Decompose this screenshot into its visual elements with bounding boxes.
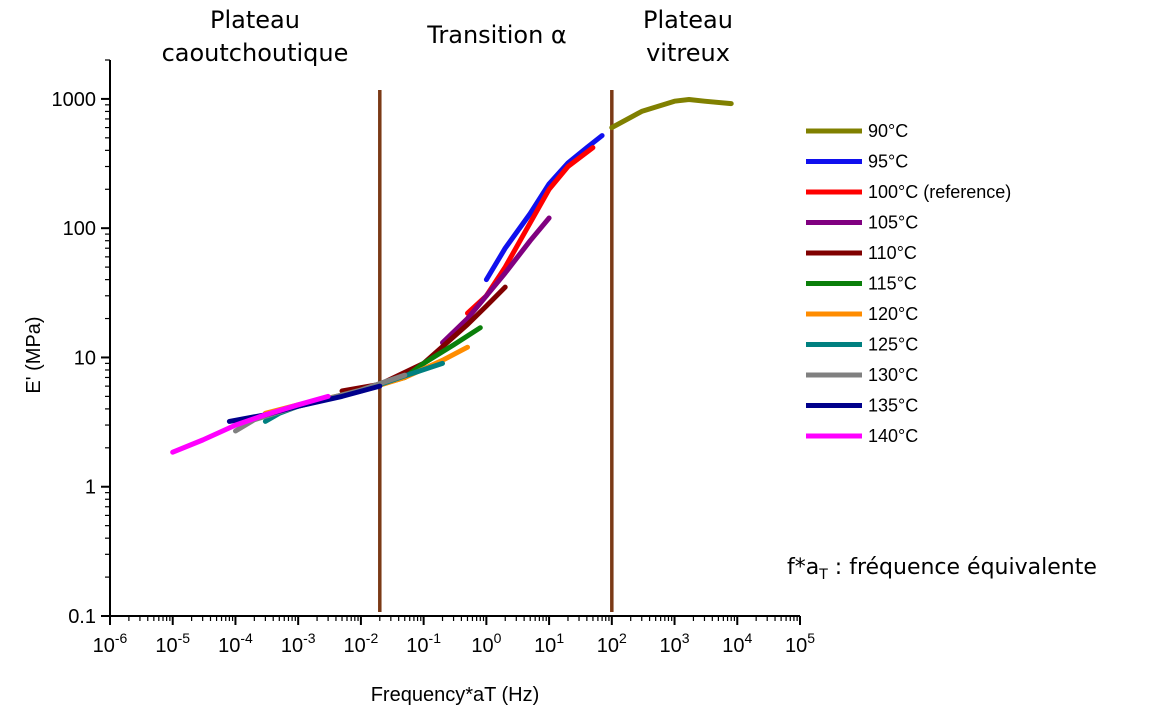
x-tick-label: 105 [785,630,815,657]
y-tick-label: 10 [74,347,96,369]
legend-label: 120°C [868,304,918,324]
legend-label: 130°C [868,365,918,385]
boundary-lines [378,90,614,612]
legend-label: 90°C [868,121,908,141]
legend-label: 135°C [868,396,918,416]
legend-label: 115°C [868,274,917,294]
x-tick-label: 10-2 [344,630,379,657]
x-tick-label: 102 [597,630,627,657]
equivalent-frequency-note: f*aT : fréquence équivalente [787,555,1097,583]
x-tick-label: 101 [534,630,564,657]
region-labels: Plateau caoutchoutique Transition α Plateau… [162,6,733,67]
x-tick-label: 104 [722,630,752,657]
x-tick-label: 10-4 [218,630,253,657]
series-line [483,133,605,283]
x-ticks: 10-6 10-5 10-4 10-3 10-2 10-1 100 101 102 103 104 1… [93,616,815,657]
region-label: Transition α [426,21,567,49]
y-tick-label: 100 [63,218,96,240]
legend-label: 110°C [868,243,917,263]
x-tick-label: 100 [471,630,501,657]
axes [109,60,800,617]
series-layer [170,97,734,455]
legend-label: 105°C [868,213,918,233]
series-line [465,145,596,316]
series-line [170,393,331,455]
y-tick-label: 0.1 [68,606,96,628]
x-tick-label: 103 [660,630,690,657]
legend-label: 140°C [868,426,918,446]
y-tick-label: 1 [85,477,96,499]
x-tick-label: 10-1 [406,630,441,657]
y-ticks: 0.1 1 10 100 1000 [52,59,110,628]
y-axis-label: E' (MPa) [23,316,45,393]
legend-label: 125°C [868,335,918,355]
x-tick-label: 10-6 [93,630,128,657]
series-line [440,215,552,346]
region-label: Plateau vitreux [643,6,733,67]
y-tick-label: 1000 [52,89,97,111]
legend-label: 100°C (reference) [868,182,1011,202]
legend-label: 95°C [868,152,908,172]
x-axis-label: Frequency*aT (Hz) [371,684,540,706]
x-tick-label: 10-3 [281,630,316,657]
x-tick-label: 10-5 [155,630,190,657]
legend: 90°C 95°C 100°C (reference) 105°C 110°C 115°C… [806,121,1011,446]
series-line [609,97,734,131]
region-label: Plateau caoutchoutique [162,6,349,67]
